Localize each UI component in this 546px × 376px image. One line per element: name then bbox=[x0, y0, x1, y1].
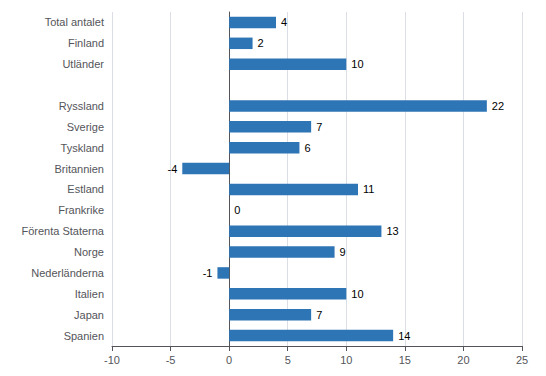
svg-text:-4: -4 bbox=[168, 163, 178, 175]
svg-text:6: 6 bbox=[304, 142, 310, 154]
svg-text:Nederländerna: Nederländerna bbox=[31, 267, 105, 279]
svg-text:0: 0 bbox=[234, 204, 240, 216]
svg-text:-1: -1 bbox=[203, 267, 213, 279]
svg-text:10: 10 bbox=[351, 288, 363, 300]
svg-text:15: 15 bbox=[399, 354, 411, 366]
svg-text:Förenta Staterna: Förenta Staterna bbox=[21, 225, 104, 237]
svg-text:Tyskland: Tyskland bbox=[61, 142, 104, 154]
svg-text:20: 20 bbox=[457, 354, 469, 366]
svg-text:7: 7 bbox=[316, 121, 322, 133]
svg-text:Utländer: Utländer bbox=[62, 58, 104, 70]
svg-text:Frankrike: Frankrike bbox=[58, 204, 104, 216]
svg-text:7: 7 bbox=[316, 309, 322, 321]
svg-text:14: 14 bbox=[398, 330, 410, 342]
svg-text:Sverige: Sverige bbox=[67, 121, 104, 133]
svg-text:Finland: Finland bbox=[68, 37, 104, 49]
svg-text:4: 4 bbox=[281, 16, 287, 28]
svg-text:10: 10 bbox=[351, 58, 363, 70]
svg-text:Total antalet: Total antalet bbox=[45, 16, 104, 28]
svg-text:5: 5 bbox=[285, 354, 291, 366]
svg-text:11: 11 bbox=[363, 183, 374, 195]
svg-text:9: 9 bbox=[340, 246, 346, 258]
svg-text:25: 25 bbox=[516, 354, 528, 366]
svg-text:Japan: Japan bbox=[74, 309, 104, 321]
svg-text:Estland: Estland bbox=[67, 183, 104, 195]
svg-text:-5: -5 bbox=[166, 354, 176, 366]
svg-text:13: 13 bbox=[386, 225, 398, 237]
svg-text:2: 2 bbox=[258, 37, 264, 49]
svg-text:10: 10 bbox=[340, 354, 352, 366]
svg-text:Norge: Norge bbox=[74, 246, 104, 258]
svg-text:Spanien: Spanien bbox=[64, 330, 104, 342]
svg-text:22: 22 bbox=[492, 100, 504, 112]
svg-text:-10: -10 bbox=[104, 354, 120, 366]
svg-text:Ryssland: Ryssland bbox=[59, 100, 104, 112]
svg-text:Italien: Italien bbox=[75, 288, 104, 300]
svg-text:Britannien: Britannien bbox=[54, 163, 104, 175]
svg-text:0: 0 bbox=[226, 354, 232, 366]
